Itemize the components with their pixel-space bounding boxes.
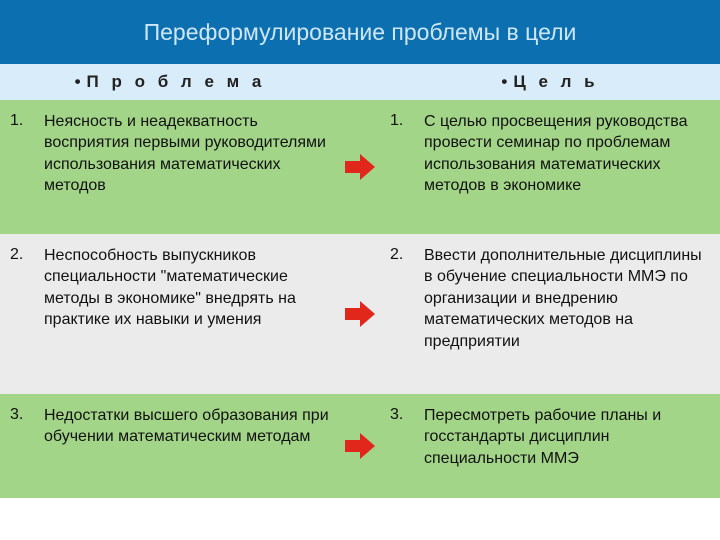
arrow-cell xyxy=(340,234,380,394)
goal-text: Ввести дополнительные дисциплины в обуче… xyxy=(390,245,710,353)
problem-cell: 3. Недостатки высшего образования при об… xyxy=(0,394,340,498)
bullet-icon: • xyxy=(501,72,507,92)
page-title: Переформулирование проблемы в цели xyxy=(144,19,577,46)
problem-cell: 1. Неясность и неадекватность восприятия… xyxy=(0,100,340,234)
header-goal: • Ц е л ь xyxy=(380,64,720,100)
problem-text: Недостатки высшего образования при обуче… xyxy=(10,405,330,448)
header-arrow-spacer xyxy=(340,64,380,100)
goal-cell: 3. Пересмотреть рабочие планы и госстанд… xyxy=(380,394,720,498)
title-bar: Переформулирование проблемы в цели xyxy=(0,0,720,64)
goal-text: С целью просвещения руководства провести… xyxy=(390,111,710,197)
bullet-icon: • xyxy=(75,72,81,92)
arrow-cell xyxy=(340,394,380,498)
problem-text: Неспособность выпускников специальности … xyxy=(10,245,330,331)
header-problem: • П р о б л е м а xyxy=(0,64,340,100)
table-row: 2. Неспособность выпускников специальнос… xyxy=(0,234,720,394)
arrow-icon xyxy=(345,433,375,459)
goal-cell: 2. Ввести дополнительные дисциплины в об… xyxy=(380,234,720,394)
goal-number: 2. xyxy=(390,246,403,263)
problem-number: 3. xyxy=(10,406,23,423)
goal-number: 3. xyxy=(390,406,403,423)
table-row: 3. Недостатки высшего образования при об… xyxy=(0,394,720,498)
arrow-icon xyxy=(345,301,375,327)
problem-number: 2. xyxy=(10,246,23,263)
table-row: 1. Неясность и неадекватность восприятия… xyxy=(0,100,720,234)
header-row: • П р о б л е м а • Ц е л ь xyxy=(0,64,720,100)
arrow-cell xyxy=(340,100,380,234)
arrow-icon xyxy=(345,154,375,180)
goal-number: 1. xyxy=(390,112,403,129)
header-goal-label: Ц е л ь xyxy=(513,72,598,92)
goal-text: Пересмотреть рабочие планы и госстандарт… xyxy=(390,405,710,470)
problem-number: 1. xyxy=(10,112,23,129)
goal-cell: 1. С целью просвещения руководства прове… xyxy=(380,100,720,234)
problem-cell: 2. Неспособность выпускников специальнос… xyxy=(0,234,340,394)
rows-container: 1. Неясность и неадекватность восприятия… xyxy=(0,100,720,498)
problem-text: Неясность и неадекватность восприятия пе… xyxy=(10,111,330,197)
header-problem-label: П р о б л е м а xyxy=(87,72,266,92)
